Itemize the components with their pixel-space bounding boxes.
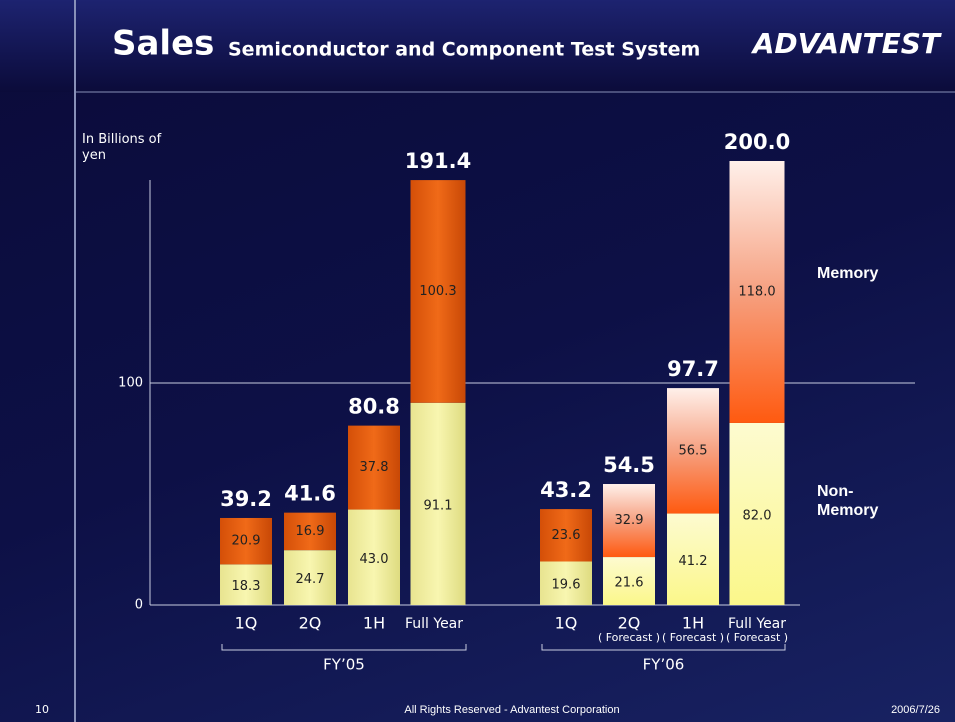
logo: ADVANTEST — [751, 27, 942, 60]
segment-label: 43.0 — [360, 552, 389, 567]
segment-label: 32.9 — [615, 513, 644, 528]
x-tick-label: 2Q — [618, 614, 641, 633]
total-label: 200.0 — [724, 130, 790, 154]
bar-segment — [410, 180, 466, 403]
bar-segment — [603, 484, 655, 558]
bar-segment — [410, 402, 466, 605]
subtitle: Semiconductor and Component Test System — [228, 39, 700, 61]
x-tick-label: Full Year — [728, 616, 786, 632]
x-sublabel: ( Forecast ) — [662, 631, 724, 644]
bar-segment — [603, 557, 655, 605]
segment-label: 100.3 — [419, 284, 456, 299]
total-label: 191.4 — [405, 149, 471, 173]
segment-label: 91.1 — [424, 498, 453, 513]
x-tick-label: 1Q — [555, 614, 578, 633]
segment-label: 16.9 — [296, 524, 325, 539]
segment-label: 21.6 — [615, 576, 644, 591]
y-tick-label: 0 — [135, 598, 143, 613]
total-label: 41.6 — [284, 482, 336, 506]
x-sublabel: ( Forecast ) — [726, 631, 788, 644]
bar-segment — [348, 425, 400, 510]
total-label: 43.2 — [540, 478, 592, 502]
segment-label: 23.6 — [552, 528, 581, 543]
bar-segment — [284, 512, 336, 551]
bar-segment — [284, 550, 336, 605]
total-label: 39.2 — [220, 487, 272, 511]
bar-segment — [348, 509, 400, 605]
x-tick-label: 1Q — [235, 614, 258, 633]
legend-memory: Memory — [817, 265, 879, 282]
y-axis-label: In Billions of yen — [82, 132, 162, 163]
bar-segment — [220, 564, 272, 605]
segment-label: 118.0 — [738, 284, 775, 299]
group-bracket — [221, 644, 467, 651]
date: 2006/7/26 — [891, 704, 940, 716]
group-label: FY’05 — [323, 656, 365, 674]
segment-label: 37.8 — [360, 460, 389, 475]
total-label: 54.5 — [603, 453, 655, 477]
segment-label: 41.2 — [679, 554, 708, 569]
segment-label: 18.3 — [232, 579, 261, 594]
total-label: 97.7 — [667, 357, 719, 381]
y-tick-label: 100 — [118, 376, 143, 391]
copyright: All Rights Reserved - Advantest Corporat… — [404, 704, 619, 716]
bar-segment — [667, 513, 719, 605]
title-band — [0, 0, 955, 92]
bar-segment — [729, 161, 785, 423]
group-label: FY’06 — [643, 656, 685, 674]
segment-label: 24.7 — [296, 572, 325, 587]
x-tick-label: 2Q — [299, 614, 322, 633]
segment-label: 56.5 — [679, 443, 708, 458]
bar-segment — [729, 422, 785, 605]
title: Sales — [112, 24, 214, 64]
bar-segment — [540, 509, 592, 562]
page-number: 10 — [35, 703, 49, 716]
x-sublabel: ( Forecast ) — [598, 631, 660, 644]
segment-label: 19.6 — [552, 578, 581, 593]
legend-non-memory: Non-Memory — [817, 483, 879, 519]
bar-segment — [540, 561, 592, 605]
segment-label: 20.9 — [232, 534, 261, 549]
x-tick-label: Full Year — [405, 616, 463, 632]
x-tick-label: 1H — [363, 614, 385, 633]
bar-segment — [667, 388, 719, 514]
segment-label: 82.0 — [743, 508, 772, 523]
group-bracket — [541, 644, 786, 651]
x-tick-label: 1H — [682, 614, 704, 633]
total-label: 80.8 — [348, 395, 400, 419]
bar-segment — [220, 517, 272, 565]
